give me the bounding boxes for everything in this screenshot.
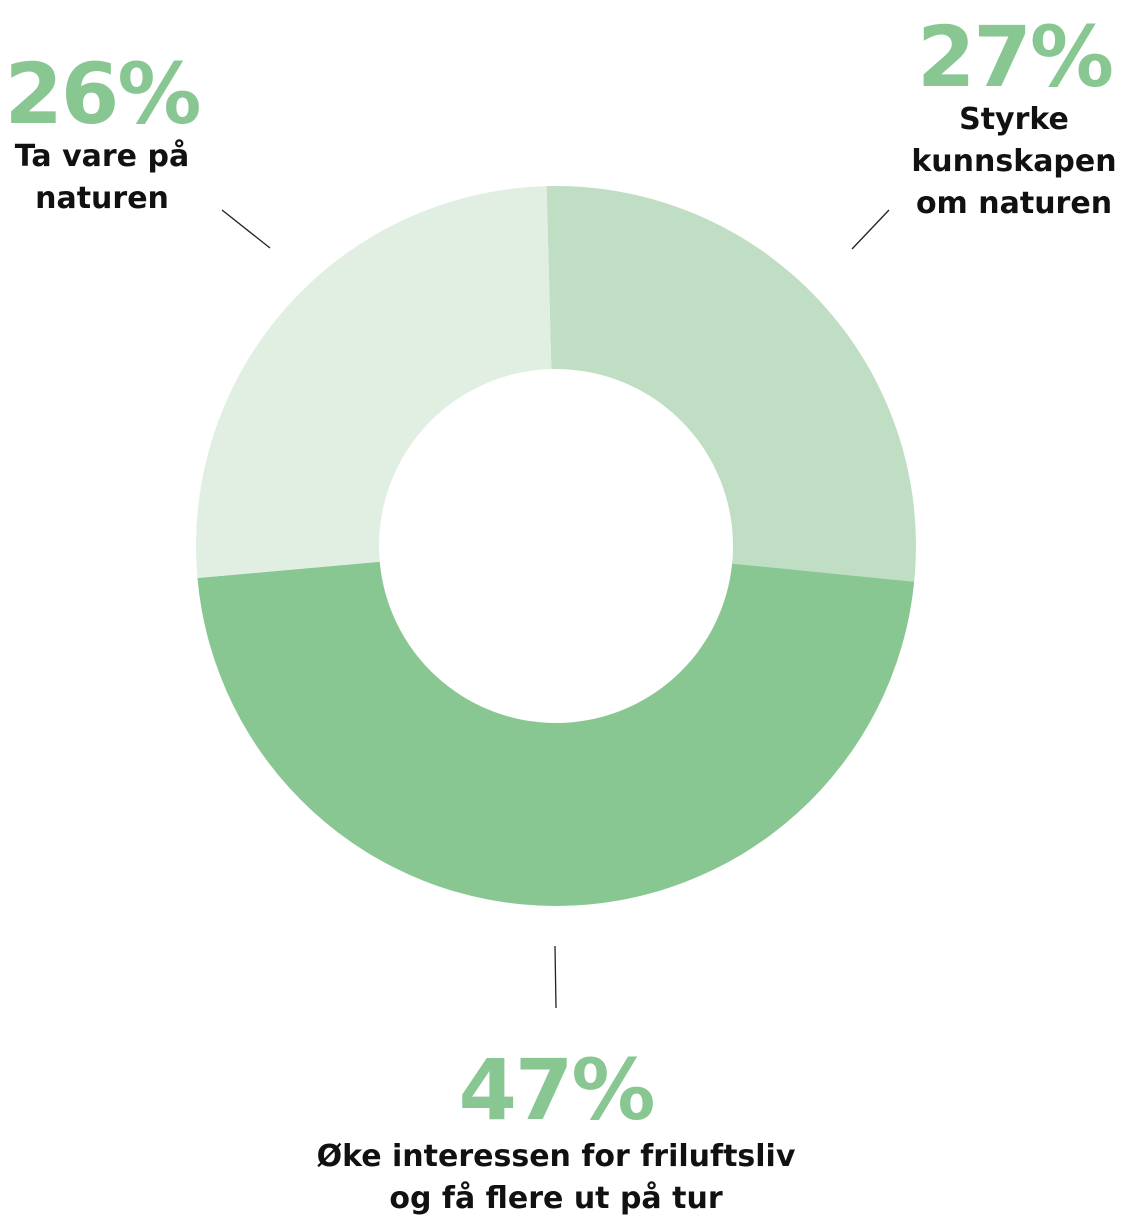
- leader-line-styrke-kunnskapen: [851, 209, 890, 250]
- label-line: kunnskapen: [911, 144, 1117, 179]
- slice-category-label-oke-interessen: Øke interessen for friluftsliv og få fle…: [296, 1136, 816, 1220]
- slice-ta-vare-pa-naturen: [196, 186, 552, 579]
- slice-styrke-kunnskapen: [546, 186, 916, 582]
- leader-line-oke-interessen: [554, 945, 557, 1009]
- leader-line-ta-vare-pa-naturen: [221, 209, 271, 249]
- slice-oke-interessen: [197, 561, 915, 907]
- slice-value-label-styrke-kunnskapen: 27%: [916, 8, 1114, 106]
- slice-category-label-styrke-kunnskapen: Styrke kunnskapen om naturen: [896, 99, 1121, 225]
- label-line: Styrke: [959, 102, 1069, 137]
- slice-category-label-ta-vare-pa-naturen: Ta vare på naturen: [2, 136, 202, 220]
- slice-value-label-ta-vare-pa-naturen: 26%: [4, 45, 201, 143]
- label-line: Øke interessen for friluftsliv: [316, 1139, 796, 1174]
- slice-value-label-oke-interessen: 47%: [458, 1041, 655, 1139]
- label-line: og få flere ut på tur: [389, 1181, 723, 1216]
- label-line: om naturen: [915, 186, 1113, 221]
- label-line: naturen: [35, 181, 169, 216]
- label-line: Ta vare på: [14, 139, 190, 174]
